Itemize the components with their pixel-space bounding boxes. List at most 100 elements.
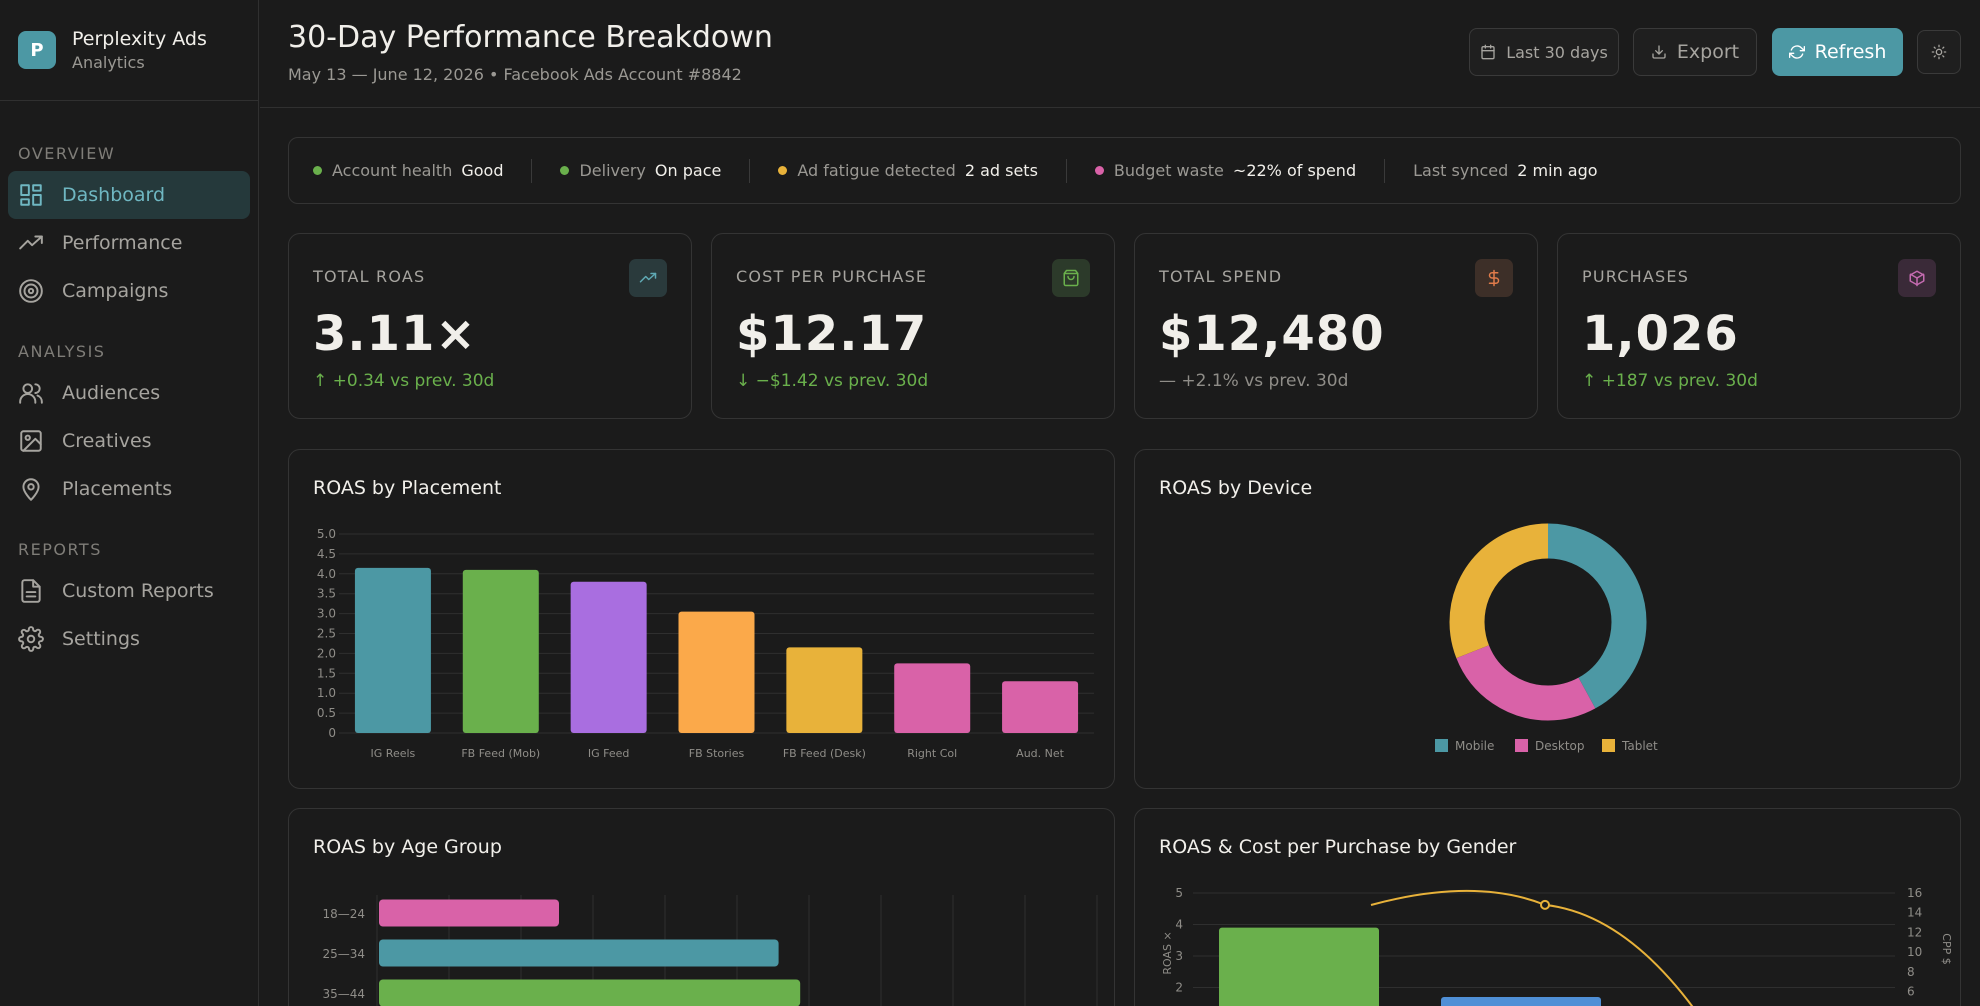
bar xyxy=(1219,927,1379,1006)
divider xyxy=(1065,158,1067,183)
sun-icon xyxy=(1931,44,1947,60)
page-title: 30-Day Performance Breakdown xyxy=(288,20,773,55)
bar xyxy=(678,611,755,733)
file-text-icon xyxy=(21,579,41,603)
kpi-card-cost-per-purchase: COST PER PURCHASE $12.17 ↓ −$1.42 vs pre… xyxy=(711,233,1115,419)
chart-title: ROAS & Cost per Purchase by Gender xyxy=(1159,836,1517,858)
sidebar-item-label: Audiences xyxy=(62,382,161,404)
date-range-label: Last 30 days xyxy=(1506,42,1608,62)
status-label: Ad fatigue detected xyxy=(797,161,956,180)
legend-swatch xyxy=(1602,739,1615,752)
x-tick-label: FB Feed (Desk) xyxy=(783,747,866,760)
chart-card-roas-by-device: ROAS by Device Mobile Desktop Tablet xyxy=(1134,449,1961,789)
status-value: ~22% of spend xyxy=(1232,161,1357,180)
refresh-button[interactable]: Refresh xyxy=(1772,28,1903,76)
y2-tick-label: 14 xyxy=(1907,906,1922,920)
date-range-button[interactable]: Last 30 days xyxy=(1469,28,1619,76)
y2-axis-label: CPP $ xyxy=(1940,933,1953,964)
kpi-label: PURCHASES xyxy=(1582,267,1690,286)
status-value: 2 ad sets xyxy=(964,161,1038,180)
trending-up-icon xyxy=(19,235,43,250)
kpi-value: 1,026 xyxy=(1582,306,1739,362)
status-budget-waste: Budget waste ~22% of spend xyxy=(1094,161,1384,180)
bar xyxy=(1002,681,1079,733)
sidebar-item-creatives[interactable]: Creatives xyxy=(8,417,250,465)
y-tick-label: 4.5 xyxy=(317,547,336,561)
y-axis-label: ROAS × xyxy=(1161,931,1174,974)
bar xyxy=(379,899,559,927)
bar xyxy=(462,569,539,733)
chart-card-roas-by-placement: ROAS by Placement 5.0 4.5 4.0 3.5 3.0 2.5 2.0 1… xyxy=(288,449,1115,789)
status-dot xyxy=(1094,166,1104,175)
kpi-value: $12.17 xyxy=(736,306,928,362)
sidebar-item-label: Creatives xyxy=(62,430,152,452)
y-tick-label: 5.0 xyxy=(317,527,336,541)
y-tick-label: 3.5 xyxy=(317,587,336,601)
sidebar-item-label: Campaigns xyxy=(62,280,169,302)
chart-card-roas-by-age: ROAS by Age Group 18—24 25—34 35—44 xyxy=(288,808,1115,1006)
brand: P Perplexity Ads Analytics xyxy=(0,0,258,101)
kpi-value: 3.11× xyxy=(313,306,477,362)
y-tick-label: 1.0 xyxy=(317,686,336,700)
y2-tick-label: 6 xyxy=(1907,985,1915,999)
sidebar-item-audiences[interactable]: Audiences xyxy=(8,369,250,417)
sidebar-item-placements[interactable]: Placements xyxy=(8,465,250,513)
bar xyxy=(379,939,779,967)
y-tick-label: 3 xyxy=(1175,949,1183,963)
status-last-synced: Last synced 2 min ago xyxy=(1413,161,1625,180)
sidebar-item-dashboard[interactable]: Dashboard xyxy=(8,171,250,219)
y-tick-label: 25—34 xyxy=(322,947,365,961)
chart-title: ROAS by Device xyxy=(1159,477,1313,499)
main-content: 30-Day Performance Breakdown May 13 — Ju… xyxy=(260,0,1980,1006)
sidebar-item-label: Dashboard xyxy=(62,184,166,206)
x-tick-label: Aud. Net xyxy=(1016,747,1064,760)
bar xyxy=(354,567,431,733)
status-label: Budget waste xyxy=(1113,161,1224,180)
y-tick-label: 5 xyxy=(1175,886,1183,900)
y-tick-label: 18—24 xyxy=(322,907,365,921)
sidebar-item-label: Placements xyxy=(62,478,173,500)
y-tick-label: 4.0 xyxy=(317,567,336,581)
x-tick-label: IG Reels xyxy=(371,747,416,760)
divider xyxy=(1384,158,1386,183)
y-tick-label: 4 xyxy=(1175,918,1183,932)
export-label: Export xyxy=(1676,41,1740,63)
chart-title: ROAS by Placement xyxy=(313,477,502,499)
legend-label: Desktop xyxy=(1535,739,1585,753)
roas-by-placement-chart: 5.0 4.5 4.0 3.5 3.0 2.5 2.0 1.5 1.0 0.5 0 IG Reels F… xyxy=(317,527,1094,760)
dashboard-icon xyxy=(20,184,42,206)
refresh-label: Refresh xyxy=(1814,41,1887,63)
nav-section-analysis: ANALYSIS xyxy=(18,341,106,361)
sidebar-item-label: Custom Reports xyxy=(62,580,214,602)
bar xyxy=(1441,996,1601,1006)
status-label: Delivery xyxy=(579,161,646,180)
sidebar-item-campaigns[interactable]: Campaigns xyxy=(8,267,250,315)
y-tick-label: 2.0 xyxy=(317,646,336,660)
export-button[interactable]: Export xyxy=(1633,28,1757,76)
status-ad-fatigue: Ad fatigue detected 2 ad sets xyxy=(778,161,1066,180)
kpi-label: COST PER PURCHASE xyxy=(736,267,928,286)
users-icon xyxy=(19,383,43,404)
y-tick-label: 35—44 xyxy=(322,987,365,1001)
data-point xyxy=(1540,899,1550,910)
theme-toggle-button[interactable] xyxy=(1917,30,1961,74)
sidebar-item-label: Performance xyxy=(62,232,183,254)
bar xyxy=(570,581,647,733)
y2-tick-label: 12 xyxy=(1907,925,1922,939)
x-tick-label: FB Stories xyxy=(689,747,745,760)
sidebar-item-performance[interactable]: Performance xyxy=(8,219,250,267)
status-label: Last synced xyxy=(1413,161,1509,180)
status-label: Account health xyxy=(332,161,453,180)
legend-swatch xyxy=(1515,739,1528,752)
y-tick-label: 1.5 xyxy=(317,666,336,680)
sidebar-item-custom-reports[interactable]: Custom Reports xyxy=(8,567,250,615)
status-value: On pace xyxy=(654,161,722,180)
target-icon xyxy=(19,279,43,303)
dollar-icon xyxy=(1475,259,1513,297)
chart-title: ROAS by Age Group xyxy=(313,836,502,858)
donut-slice xyxy=(1449,523,1647,721)
x-tick-label: Right Col xyxy=(907,747,957,760)
y2-tick-label: 8 xyxy=(1907,965,1915,979)
kpi-card-purchases: PURCHASES 1,026 ↑ +187 vs prev. 30d xyxy=(1557,233,1961,419)
sidebar-item-settings[interactable]: Settings xyxy=(8,615,250,663)
